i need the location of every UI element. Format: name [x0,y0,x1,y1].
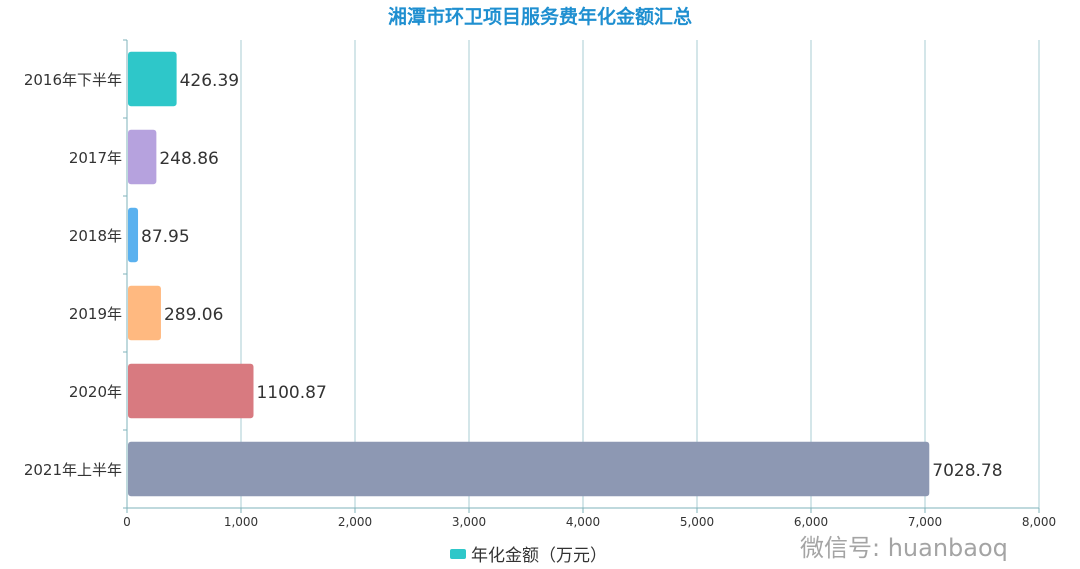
bar [128,51,177,107]
bar [128,285,161,341]
bar [128,363,254,419]
x-tick-label: 5,000 [680,515,714,529]
data-label: 289.06 [164,305,223,325]
x-tick-label: 7,000 [908,515,942,529]
x-tick-label: 1,000 [224,515,258,529]
bar [128,441,930,497]
data-label: 7028.78 [932,461,1002,481]
bar [128,207,139,263]
x-tick-label: 0 [123,515,131,529]
data-label: 248.86 [159,149,218,169]
y-tick-label: 2016年下半年 [24,71,122,89]
watermark: 微信号: huanbaoq [800,534,1008,562]
y-tick-label: 2021年上半年 [24,461,122,479]
chart-title: 湘潭市环卫项目服务费年化金额汇总 [387,6,692,28]
x-tick-label: 8,000 [1022,515,1056,529]
y-tick-label: 2017年 [69,149,122,167]
bar [128,129,157,185]
data-label: 87.95 [141,227,190,247]
y-tick-label: 2018年 [69,227,122,245]
x-tick-label: 4,000 [566,515,600,529]
data-label: 1100.87 [256,383,326,403]
y-tick-label: 2020年 [69,383,122,401]
legend-label: 年化金额（万元） [471,546,607,566]
data-label: 426.39 [180,71,239,91]
legend-swatch [450,548,466,559]
x-tick-label: 6,000 [794,515,828,529]
x-tick-label: 2,000 [338,515,372,529]
legend[interactable]: 年化金额（万元） [450,541,607,566]
y-tick-label: 2019年 [69,305,122,323]
x-tick-label: 3,000 [452,515,486,529]
